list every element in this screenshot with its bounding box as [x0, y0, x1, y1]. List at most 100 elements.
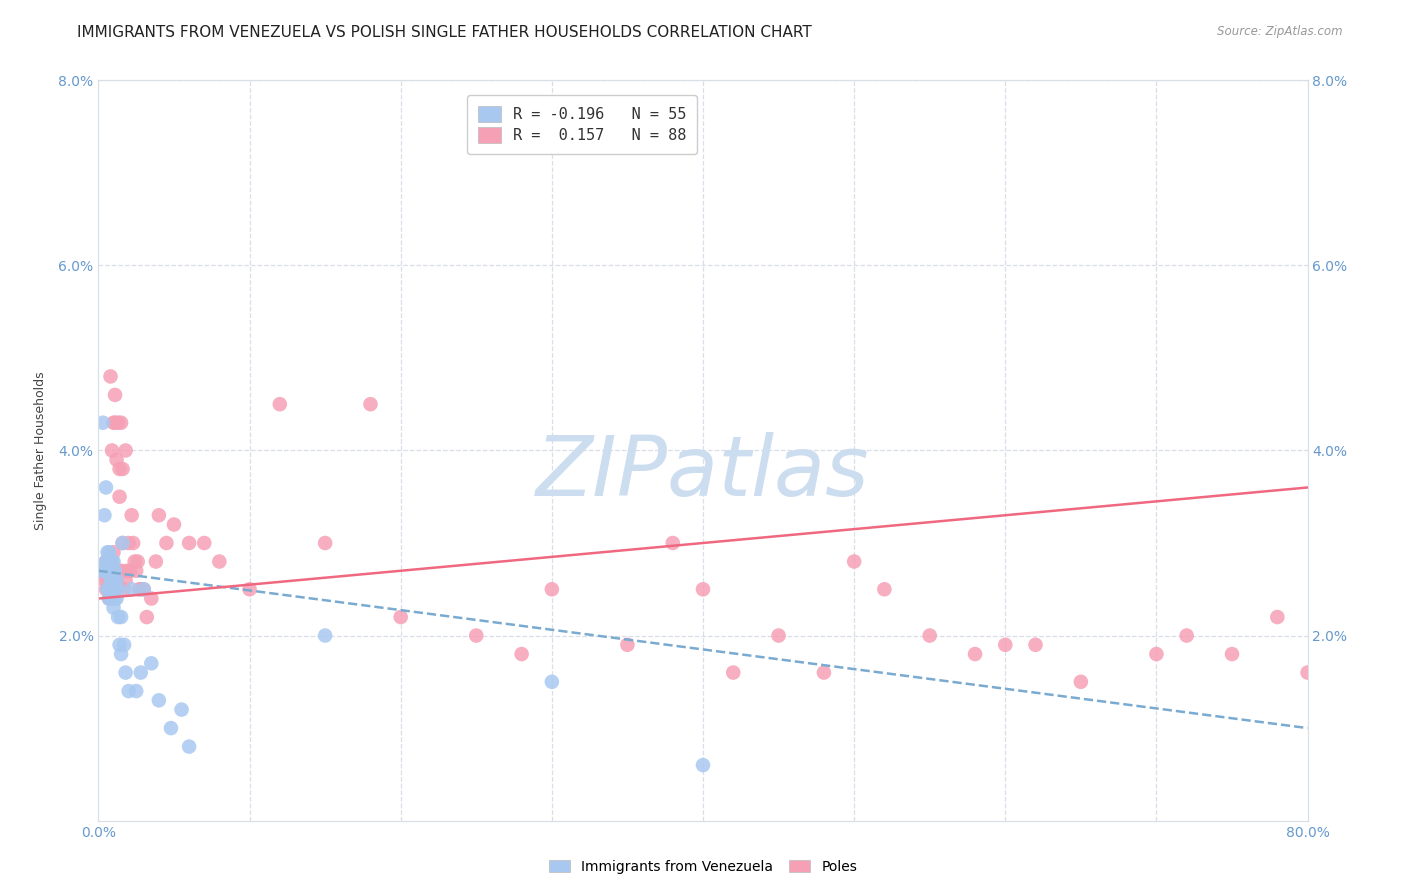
- Point: [96, 554, 118, 569]
- Point: [104, 564, 127, 578]
- Point: [101, 554, 124, 569]
- Legend: R = -0.196   N = 55, R =  0.157   N = 88: R = -0.196 N = 55, R = 0.157 N = 88: [467, 95, 697, 154]
- Point: [1175, 628, 1198, 642]
- Point: [100, 369, 122, 384]
- Point: [661, 536, 683, 550]
- Point: [129, 582, 152, 597]
- Point: [314, 628, 336, 642]
- Point: [844, 554, 866, 569]
- Point: [98, 591, 121, 606]
- Point: [145, 554, 167, 569]
- Point: [127, 554, 149, 569]
- Point: [813, 665, 835, 680]
- Point: [1070, 674, 1092, 689]
- Point: [115, 564, 138, 578]
- Point: [873, 582, 896, 597]
- Point: [94, 564, 117, 578]
- Point: [132, 582, 155, 597]
- Point: [114, 443, 136, 458]
- Point: [1220, 647, 1243, 661]
- Point: [98, 554, 121, 569]
- Legend: Immigrants from Venezuela, Poles: Immigrants from Venezuela, Poles: [541, 853, 865, 880]
- Point: [120, 564, 142, 578]
- Point: [768, 628, 790, 642]
- Point: [96, 573, 118, 587]
- Point: [107, 582, 129, 597]
- Point: [105, 591, 128, 606]
- Point: [91, 416, 114, 430]
- Point: [994, 638, 1017, 652]
- Point: [98, 582, 121, 597]
- Point: [125, 684, 148, 698]
- Point: [1372, 665, 1395, 680]
- Point: [105, 573, 128, 587]
- Point: [121, 582, 143, 597]
- Point: [111, 536, 134, 550]
- Point: [96, 564, 118, 578]
- Point: [141, 657, 163, 671]
- Point: [141, 591, 163, 606]
- Point: [104, 388, 127, 402]
- Point: [135, 610, 157, 624]
- Point: [160, 721, 183, 735]
- Point: [98, 564, 121, 578]
- Point: [179, 739, 201, 754]
- Point: [360, 397, 382, 411]
- Text: ZIPatlas: ZIPatlas: [536, 432, 870, 513]
- Point: [1024, 638, 1046, 652]
- Point: [96, 545, 118, 559]
- Point: [96, 554, 118, 569]
- Point: [94, 554, 117, 569]
- Point: [108, 490, 131, 504]
- Point: [110, 647, 132, 661]
- Point: [179, 536, 201, 550]
- Point: [98, 591, 121, 606]
- Point: [108, 638, 131, 652]
- Point: [239, 582, 262, 597]
- Point: [124, 554, 146, 569]
- Point: [155, 536, 177, 550]
- Point: [105, 452, 128, 467]
- Point: [94, 481, 117, 495]
- Point: [103, 573, 125, 587]
- Point: [100, 591, 122, 606]
- Point: [94, 582, 117, 597]
- Point: [103, 582, 125, 597]
- Point: [132, 582, 155, 597]
- Text: Source: ZipAtlas.com: Source: ZipAtlas.com: [1218, 25, 1343, 38]
- Point: [1296, 665, 1319, 680]
- Point: [104, 416, 127, 430]
- Point: [98, 582, 121, 597]
- Point: [100, 573, 122, 587]
- Point: [93, 508, 115, 523]
- Point: [122, 536, 145, 550]
- Point: [269, 397, 291, 411]
- Point: [1327, 647, 1350, 661]
- Y-axis label: Single Father Households: Single Father Households: [34, 371, 48, 530]
- Point: [103, 582, 125, 597]
- Point: [111, 536, 134, 550]
- Point: [104, 591, 127, 606]
- Point: [110, 416, 132, 430]
- Point: [101, 582, 124, 597]
- Point: [723, 665, 745, 680]
- Point: [107, 564, 129, 578]
- Point: [103, 554, 125, 569]
- Point: [98, 545, 121, 559]
- Point: [692, 582, 714, 597]
- Point: [101, 591, 124, 606]
- Point: [114, 573, 136, 587]
- Point: [540, 582, 562, 597]
- Point: [93, 564, 115, 578]
- Point: [208, 554, 231, 569]
- Point: [101, 443, 124, 458]
- Point: [510, 647, 533, 661]
- Point: [107, 416, 129, 430]
- Text: IMMIGRANTS FROM VENEZUELA VS POLISH SINGLE FATHER HOUSEHOLDS CORRELATION CHART: IMMIGRANTS FROM VENEZUELA VS POLISH SING…: [77, 25, 813, 40]
- Point: [90, 564, 112, 578]
- Point: [101, 564, 124, 578]
- Point: [1144, 647, 1167, 661]
- Point: [94, 554, 117, 569]
- Point: [112, 582, 135, 597]
- Point: [112, 638, 135, 652]
